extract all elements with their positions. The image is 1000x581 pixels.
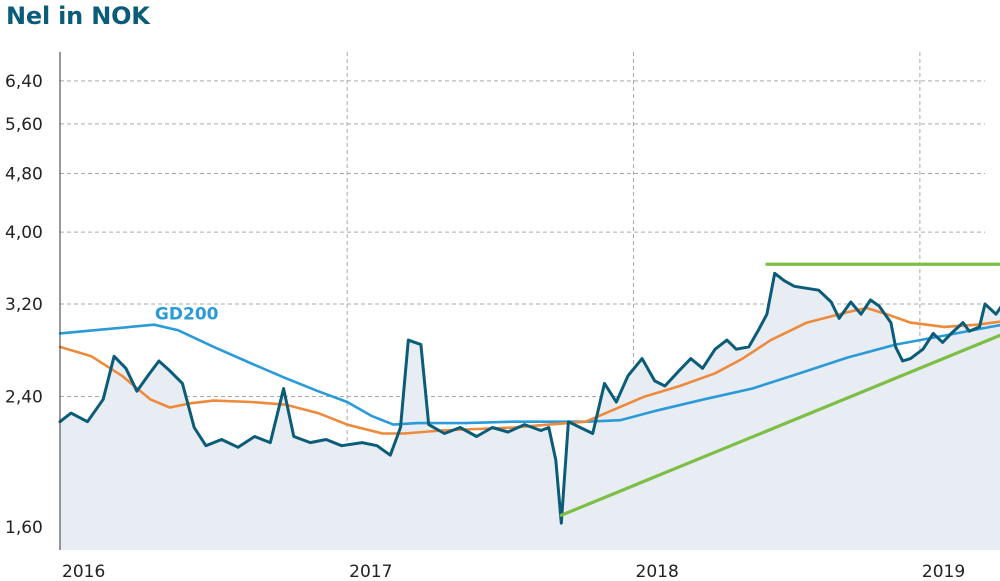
x-tick-label: 2019 <box>922 562 965 581</box>
y-tick-label: 4,00 <box>5 223 43 243</box>
gd200-label: GD200 <box>155 304 219 324</box>
y-tick-label: 5,60 <box>5 115 43 135</box>
price-area <box>60 273 1000 550</box>
y-tick-label: 1,60 <box>5 518 43 538</box>
series-layer <box>58 271 1000 525</box>
trend-layer <box>559 262 1000 517</box>
x-tick-label: 2018 <box>636 562 679 581</box>
chart-title: Nel in NOK <box>6 2 150 30</box>
axis-layer: 1,60 2,40 3,20 4,00 4,80 5,60 6,40 2016 2017 2018… <box>5 52 965 581</box>
y-tick-label: 2,40 <box>5 388 43 408</box>
area-layer <box>60 273 1000 550</box>
x-tick-label: 2016 <box>62 562 105 581</box>
gd90-line <box>58 306 1000 435</box>
support-trend-line <box>559 333 1000 517</box>
x-tick-label: 2017 <box>349 562 392 581</box>
price-line <box>58 271 1000 525</box>
gd200-line <box>58 323 1000 426</box>
y-tick-label: 6,40 <box>5 72 43 92</box>
y-tick-label: 4,80 <box>5 164 43 184</box>
label-layer: GD200GD90 <box>155 304 219 324</box>
y-tick-label: 3,20 <box>5 295 43 315</box>
